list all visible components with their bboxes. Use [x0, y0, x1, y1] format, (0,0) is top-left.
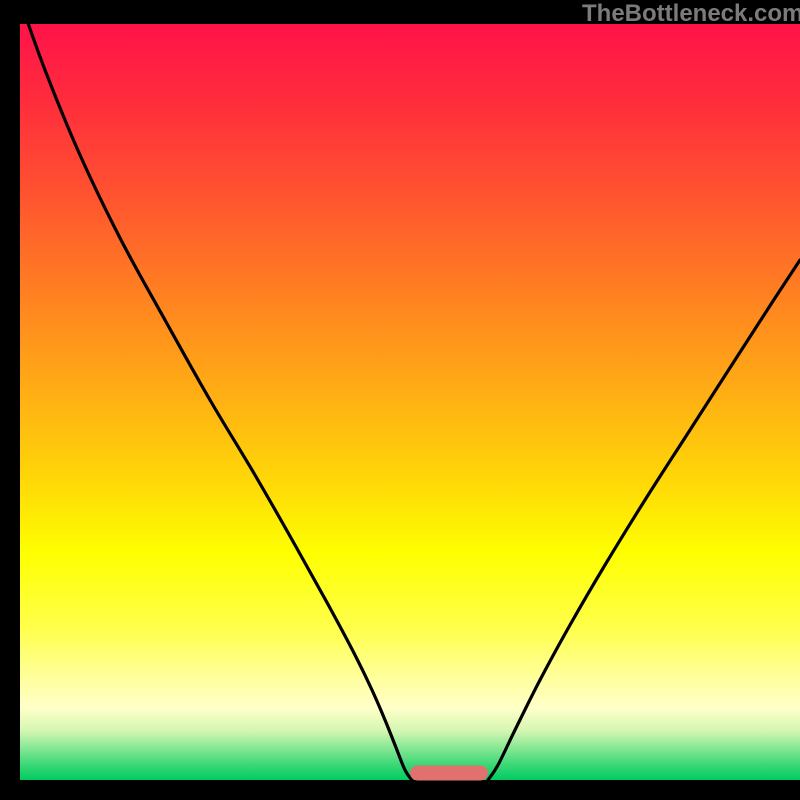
bottleneck-chart: [0, 0, 800, 800]
watermark-text: TheBottleneck.com: [582, 0, 800, 28]
optimal-marker: [410, 766, 488, 781]
gradient-background: [20, 24, 800, 780]
